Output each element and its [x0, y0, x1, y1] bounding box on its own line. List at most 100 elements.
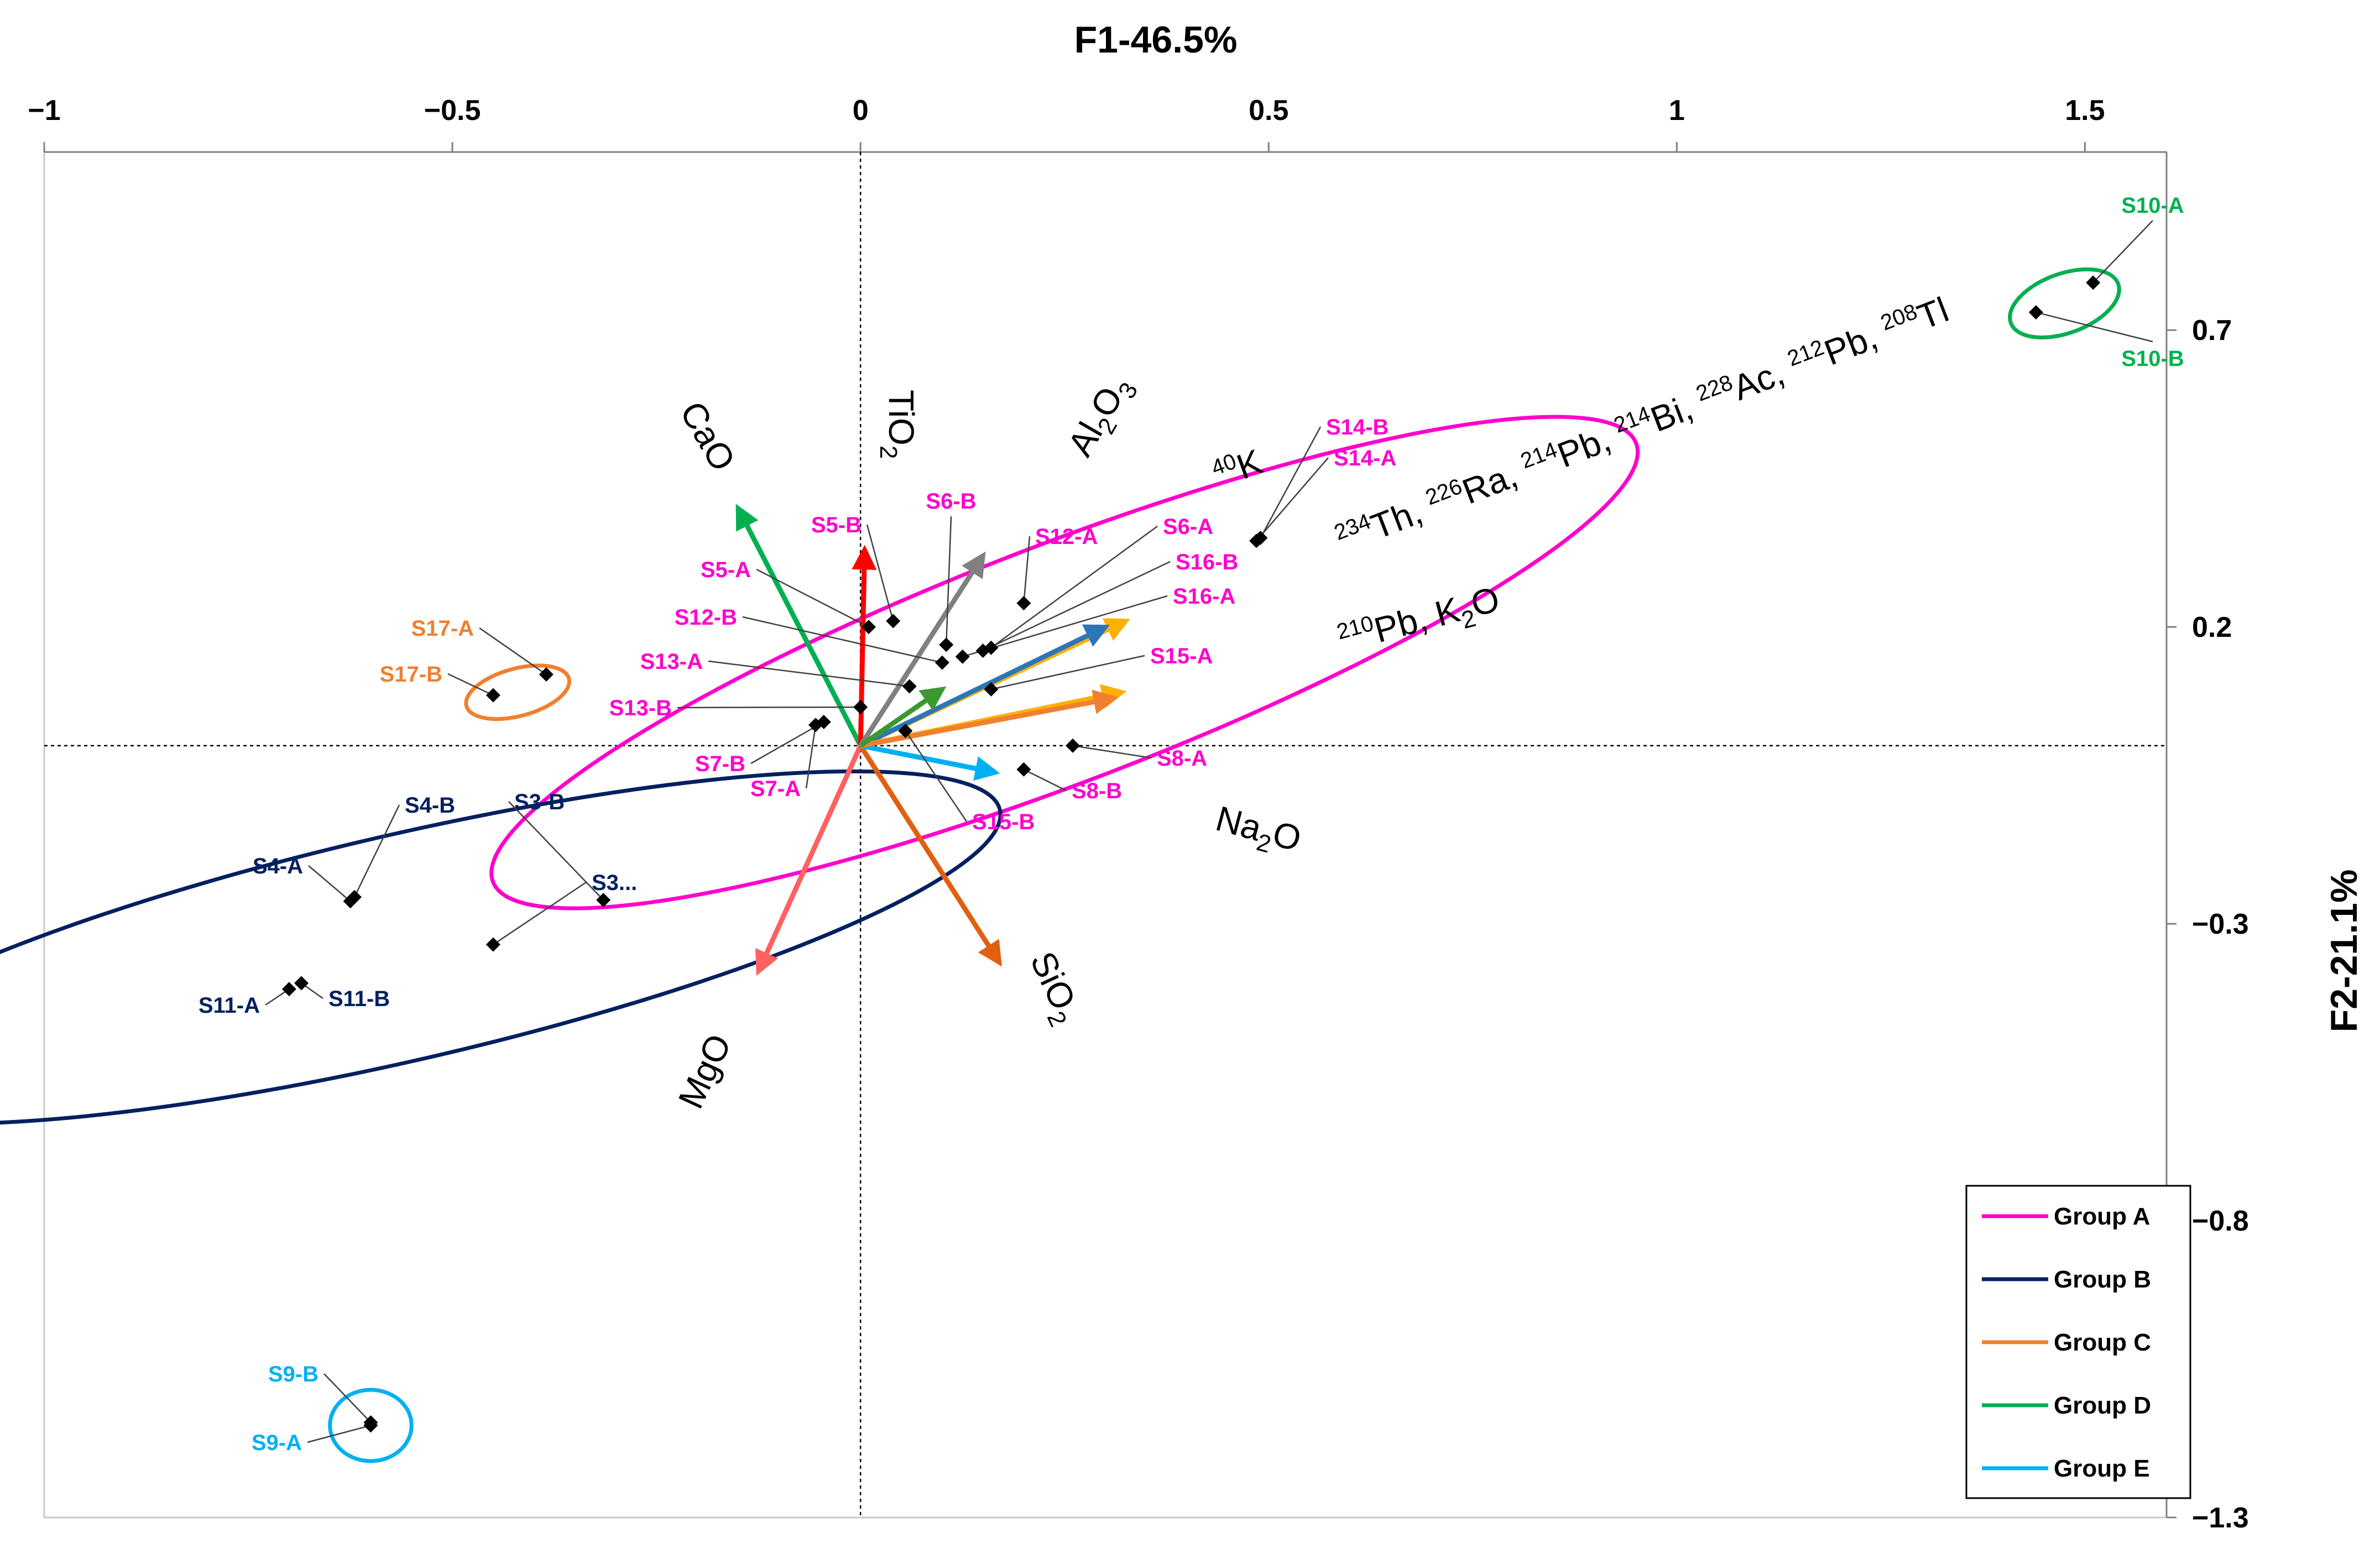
sample-label-s10-a: S10-A — [2121, 193, 2184, 218]
point-s17-a — [539, 667, 554, 682]
point-s7-a — [808, 718, 823, 732]
sample-label-s3...: S3... — [592, 871, 637, 895]
variable-label-40k: 40K — [1208, 441, 1267, 495]
sample-label-s4-a: S4-A — [253, 854, 303, 878]
leader-line — [677, 706, 861, 709]
variable-label-210pb-k2o: 210Pb, K2O — [1334, 578, 1505, 666]
sample-label-s13-a: S13-A — [640, 650, 703, 674]
variable-label-na2o: Na2O — [1210, 798, 1306, 866]
leader-line — [805, 725, 817, 789]
point-s9-a — [363, 1418, 378, 1433]
group-ellipses — [0, 267, 2121, 1463]
loading-arrow-cao — [735, 504, 863, 747]
leader-line — [323, 1373, 372, 1423]
point-s11-a — [281, 982, 296, 997]
x-tick-label: −1 — [28, 95, 60, 127]
leader-line — [493, 881, 587, 945]
point-s6-b — [939, 637, 954, 652]
ellipse-group-b — [0, 769, 1003, 1126]
loading-arrow-al2o3 — [858, 551, 986, 747]
x-tick-label: 1.5 — [2065, 95, 2105, 127]
point-s8-a — [1065, 738, 1080, 753]
sample-label-s12-a: S12-A — [1035, 525, 1098, 549]
leader-line — [2035, 311, 2153, 343]
ellipse-group-c — [464, 663, 572, 721]
x-tick-label: 0.5 — [1249, 95, 1288, 127]
point-s10-a — [2086, 275, 2101, 290]
point-s3-b — [596, 893, 611, 908]
sample-label-s6-a: S6-A — [1163, 515, 1213, 539]
leader-line — [353, 804, 400, 898]
point-s15-a — [984, 682, 999, 697]
point-s16-b — [975, 643, 990, 658]
point-s14-a — [1249, 533, 1264, 548]
leader-line — [742, 616, 943, 663]
loading-arrow-unlabeled — [859, 686, 947, 748]
loading-arrow-sio2 — [858, 744, 1002, 967]
point-s13-a — [902, 679, 917, 694]
leader-line — [708, 660, 910, 687]
y-tick-label: −0.8 — [2192, 1205, 2249, 1237]
variable-label-radionuclides: 234Th, 226Ra, 214Pb, 214Bi, 228Ac, 212Pb… — [1331, 289, 1954, 561]
sample-points — [281, 275, 2101, 1433]
sample-label-s5-b: S5-B — [811, 513, 862, 537]
legend-label-group-c: Group C — [2054, 1329, 2151, 1356]
x-tick-label: 1 — [1669, 95, 1685, 127]
loading-arrows — [735, 504, 1131, 976]
leader-line — [1023, 768, 1067, 792]
point-s10-b — [2028, 305, 2043, 320]
sample-label-s16-b: S16-B — [1176, 550, 1238, 574]
point-s5-b — [886, 614, 901, 629]
sample-label-s9-b: S9-B — [268, 1362, 319, 1386]
leader-line — [991, 655, 1145, 690]
leader-line — [308, 865, 351, 902]
point-s12-a — [1016, 596, 1031, 611]
loading-arrow-na2o — [860, 743, 1000, 781]
x-tick-label: −0.5 — [424, 95, 481, 127]
y-axis-title: F2-21.1% — [2323, 870, 2365, 1033]
point-s4-a — [343, 894, 358, 909]
leader-line — [945, 516, 952, 645]
ellipse-group-a — [489, 415, 1640, 910]
sample-labels: S10-A S10-B S14-B S14-A S5-B S5-A S6-B S6-A S12-… — [199, 193, 2184, 1455]
y-tick-label: 0.7 — [2192, 315, 2232, 347]
leader-line — [1072, 745, 1152, 759]
sample-label-s15-a: S15-A — [1150, 644, 1213, 668]
leader-line — [307, 1425, 371, 1443]
legend-label-group-b: Group B — [2054, 1266, 2151, 1293]
leader-line — [508, 801, 604, 901]
point-s13-b — [853, 700, 868, 715]
variable-label-mgo: MgO — [670, 1028, 739, 1114]
leader-line — [447, 673, 494, 696]
sample-label-s13-b: S13-B — [609, 696, 672, 720]
sample-label-s17-b: S17-B — [380, 662, 442, 687]
loading-arrow-234th — [859, 624, 1110, 748]
point-s11-b — [294, 976, 309, 991]
variable-label-cao: CaO — [672, 395, 743, 478]
sample-label-s8-a: S8-A — [1157, 746, 1207, 771]
sample-label-s10-b: S10-B — [2121, 347, 2184, 371]
leader-line — [756, 568, 869, 628]
leader-line — [2092, 220, 2153, 284]
axes: −1 −0.5 0 0.5 1 1.5 0.7 0.2 −0.3 −0.8 −1.3 — [28, 95, 2248, 1534]
point-s12-b — [935, 655, 949, 670]
point-s8-b — [1016, 762, 1031, 777]
ellipse-group-d — [2008, 267, 2121, 339]
sample-label-s4-b: S4-B — [405, 793, 455, 818]
sample-label-s15-b: S15-B — [972, 810, 1035, 834]
legend-label-group-e: Group E — [2054, 1455, 2150, 1482]
y-tick-label: −0.3 — [2192, 908, 2249, 940]
leader-line — [750, 721, 824, 765]
loading-arrow-mgo — [755, 745, 863, 976]
y-tick-label: −1.3 — [2192, 1502, 2249, 1534]
sample-label-s11-a: S11-A — [199, 993, 260, 1018]
leader-line — [905, 730, 968, 822]
leader-line — [1023, 536, 1031, 604]
sample-label-s16-a: S16-A — [1173, 584, 1235, 609]
variable-label-tio2: TiO2 — [875, 390, 921, 459]
leader-line — [983, 561, 1171, 652]
label-leaders — [265, 220, 2153, 1443]
legend-label-group-a: Group A — [2054, 1203, 2150, 1230]
x-axis-title: F1-46.5% — [1074, 19, 1238, 61]
